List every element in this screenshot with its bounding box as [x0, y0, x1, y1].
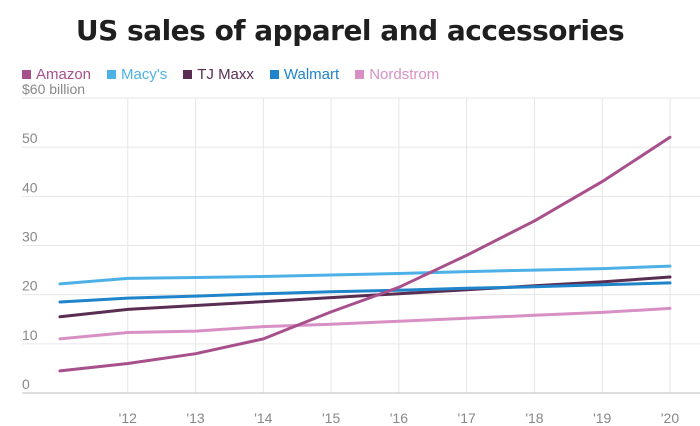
y-tick-label: 50	[22, 130, 38, 146]
legend-item-nordstrom[interactable]: Nordstrom	[355, 66, 439, 83]
x-tick-label: '12	[119, 410, 137, 426]
x-tick-label: '16	[390, 410, 408, 426]
x-tick-label: '19	[593, 410, 611, 426]
legend-swatch-tjmaxx	[183, 70, 193, 79]
legend-swatch-nordstrom	[355, 70, 365, 79]
legend-item-macys[interactable]: Macy's	[107, 66, 167, 83]
y-tick-label: 10	[22, 327, 38, 343]
series-line-tjmaxx	[58, 275, 672, 319]
x-tick-label: '14	[254, 410, 272, 426]
y-tick-label-top: $60 billion	[22, 81, 85, 97]
y-tick-label: 20	[22, 278, 38, 294]
legend-swatch-walmart	[269, 70, 279, 79]
legend-label-tjmaxx: TJ Maxx	[197, 66, 254, 83]
legend-item-tjmaxx[interactable]: TJ Maxx	[183, 66, 254, 83]
y-tick-label: 0	[22, 376, 30, 392]
legend: Amazon Macy's TJ Maxx Walmart Nordstrom	[22, 66, 439, 83]
legend-item-walmart[interactable]: Walmart	[269, 66, 340, 83]
series-line-amazon	[58, 135, 672, 373]
x-tick-label: '18	[525, 410, 543, 426]
legend-swatch-macys	[107, 70, 117, 79]
legend-label-walmart: Walmart	[283, 66, 340, 83]
legend-swatch-amazon	[22, 70, 31, 79]
series-line-walmart	[58, 281, 672, 304]
series-line-nordstrom	[58, 306, 672, 341]
chart-title: US sales of apparel and accessories	[75, 14, 625, 47]
series-line-macys	[58, 264, 672, 286]
legend-item-amazon[interactable]: Amazon	[22, 66, 91, 83]
x-tick-label: '17	[458, 410, 476, 426]
legend-label-macys: Macy's	[121, 66, 168, 83]
legend-label-nordstrom: Nordstrom	[369, 66, 440, 83]
x-tick-label: '20	[661, 410, 679, 426]
legend-label-amazon: Amazon	[36, 66, 92, 83]
x-tick-label: '13	[186, 410, 204, 426]
y-tick-label: 40	[22, 179, 38, 195]
y-tick-label: 30	[22, 229, 38, 245]
x-tick-label: '15	[322, 410, 340, 426]
